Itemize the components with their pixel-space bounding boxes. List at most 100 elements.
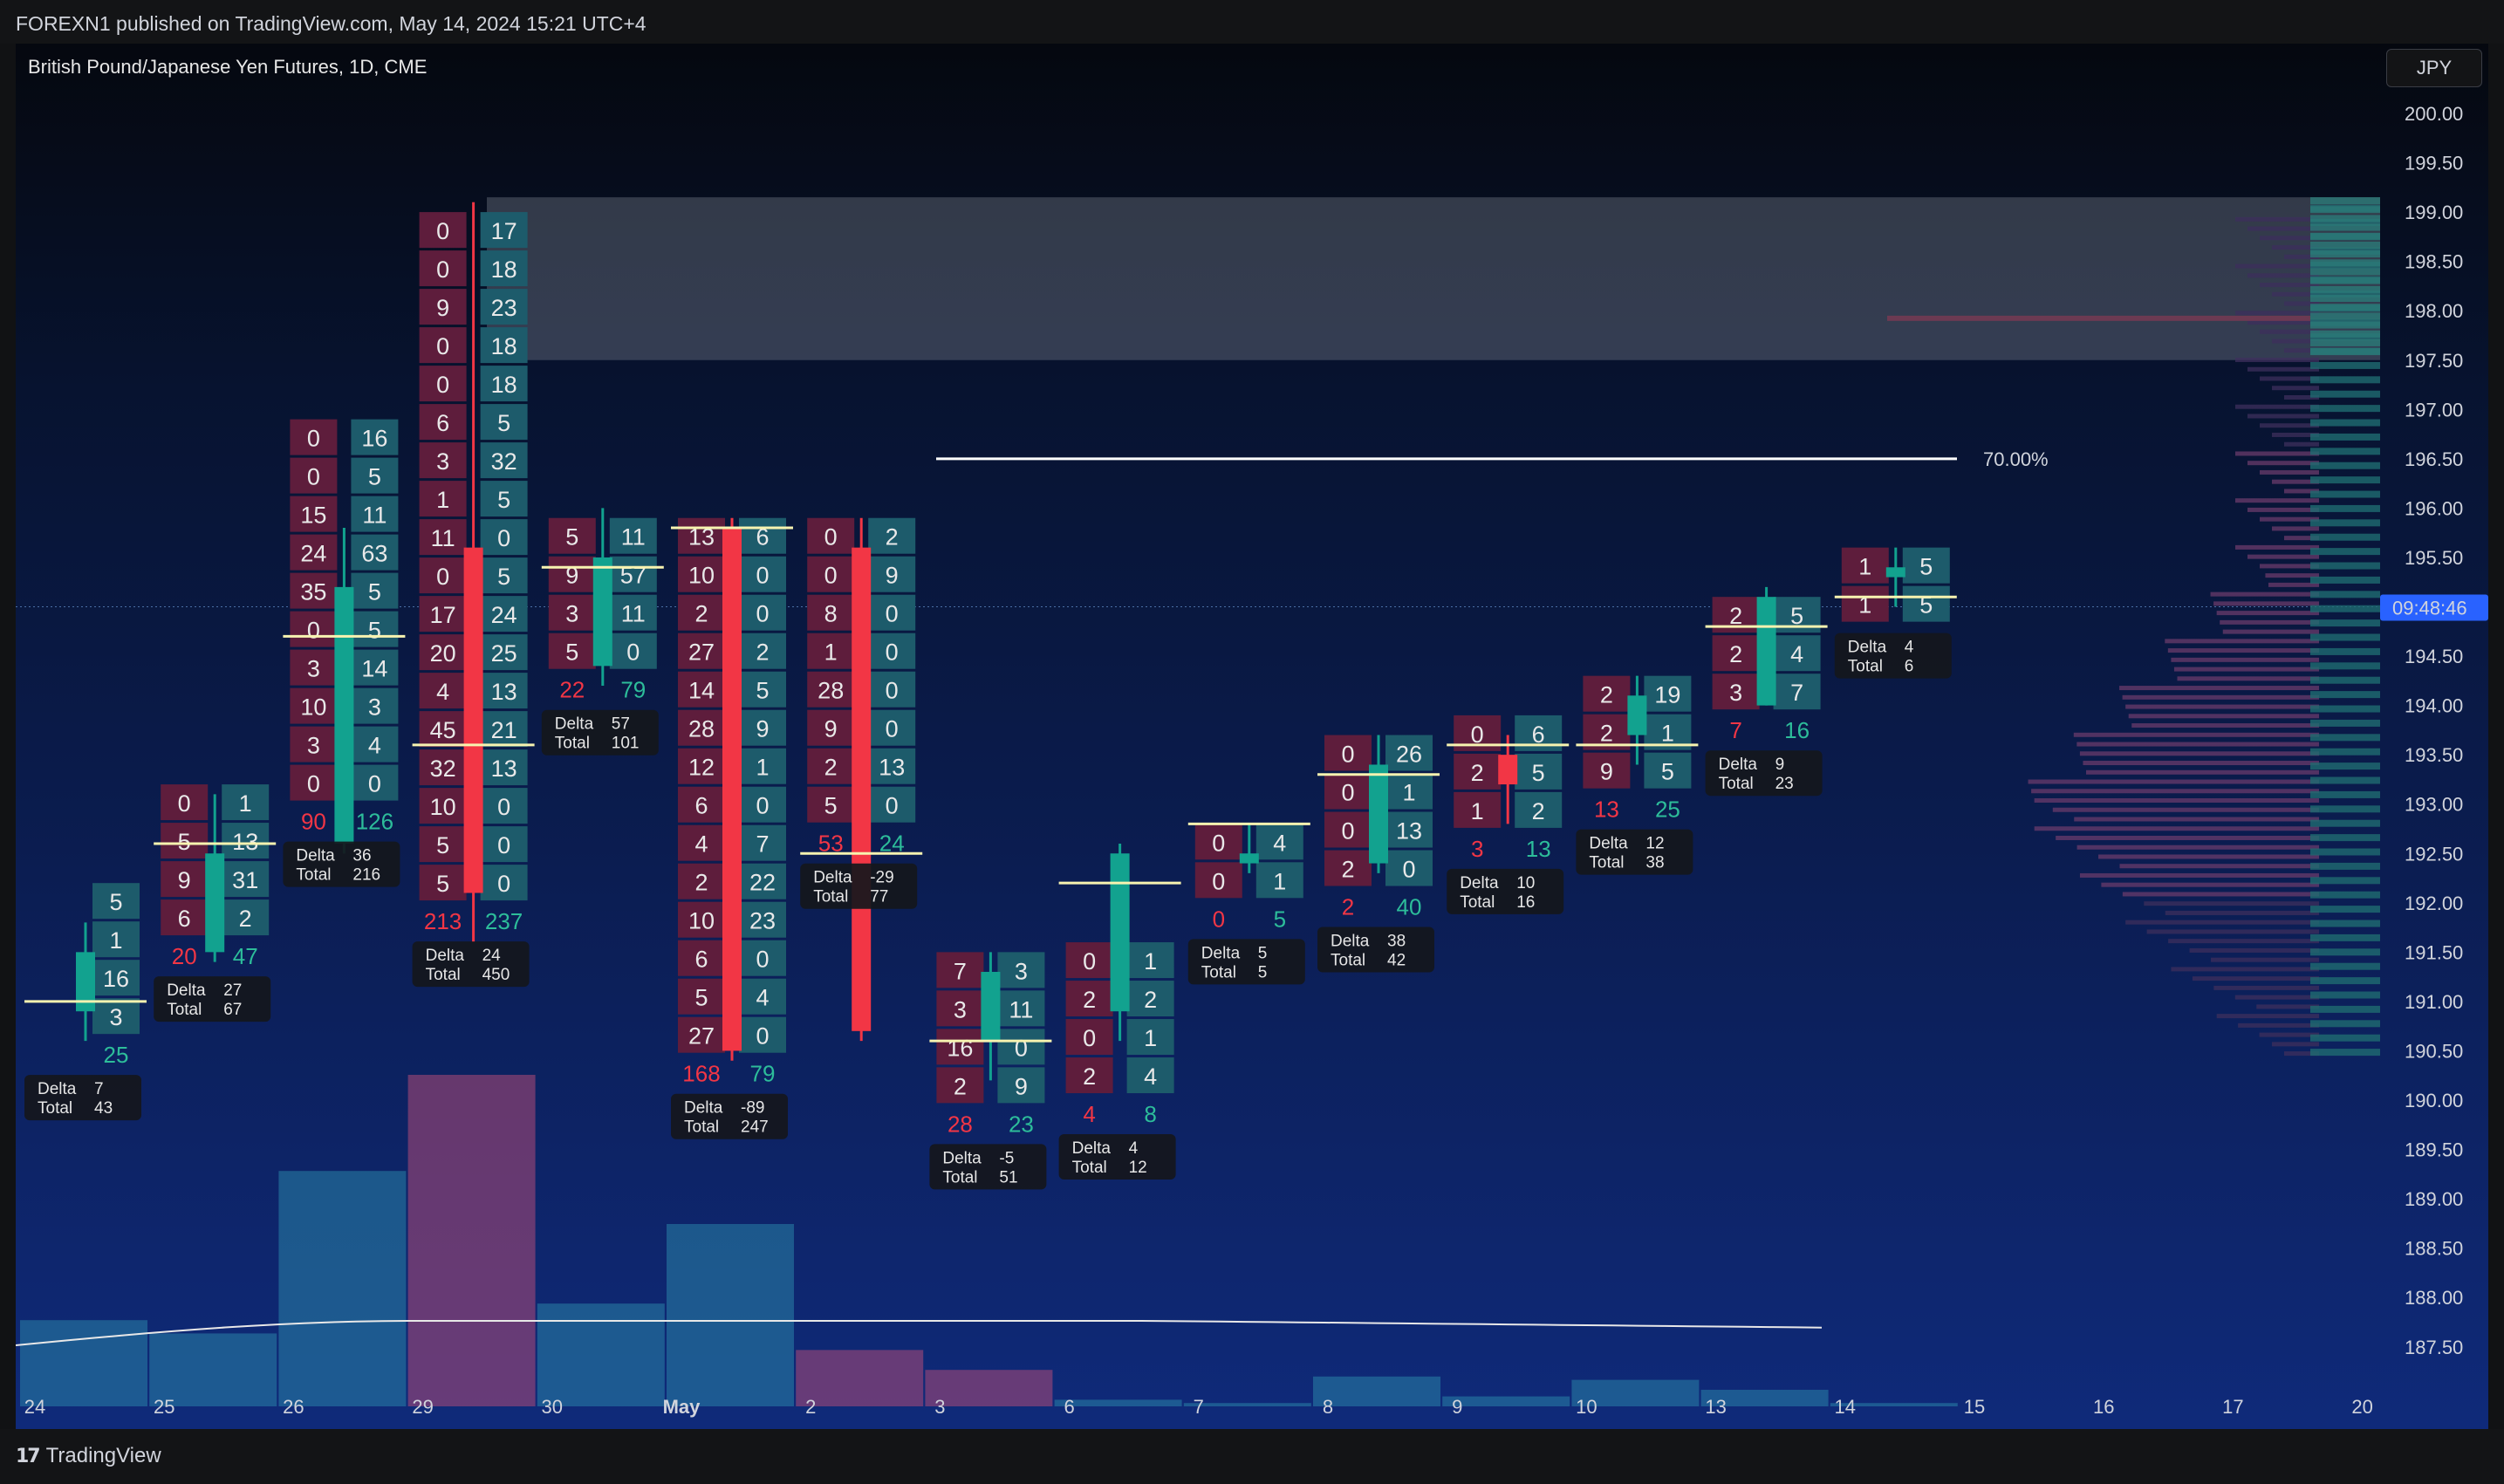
footprint-sell-cell <box>419 327 467 364</box>
footprint-sell-cell <box>678 940 725 976</box>
footprint-sell-cell <box>678 863 725 899</box>
footprint-buy-cell <box>868 709 916 746</box>
volume-profile-bar <box>2171 967 2319 972</box>
footprint-buy-cell <box>480 865 528 901</box>
volume-profile-bar <box>2101 882 2319 887</box>
footprint-buy-value: 32 <box>491 448 517 475</box>
volume-profile-bar <box>2165 910 2319 915</box>
footprint-sell-cell <box>419 250 467 287</box>
delta-value: 24 <box>482 947 502 965</box>
x-axis-tick: 20 <box>2351 1396 2372 1418</box>
volume-profile-bar <box>2192 976 2319 981</box>
volume-bar <box>1054 1399 1182 1406</box>
tradingview-logo[interactable]: 17 TradingView <box>16 1444 161 1468</box>
volume-profile-bar <box>2310 676 2380 684</box>
x-axis-tick: 6 <box>1064 1396 1074 1418</box>
footprint-sell-cell <box>1065 1019 1113 1056</box>
currency-button[interactable]: JPY <box>2386 49 2482 87</box>
volume-profile-bar <box>2310 376 2380 384</box>
volume-profile-bar <box>2189 947 2319 953</box>
footprint-buy-value: 3 <box>109 1004 122 1030</box>
volume-profile-bar <box>2216 611 2319 616</box>
footprint-sell-value: 0 <box>307 771 320 797</box>
footprint-sell-value: 0 <box>436 333 449 359</box>
volume-bar <box>796 1350 924 1406</box>
footprint-sell-cell <box>1583 752 1631 789</box>
chart-pane[interactable]: 70.00% 5 1 16 3 25 Delta 7 Total 43 0 1 5 13 9 31 6 2 20 47… <box>16 44 2488 1429</box>
volume-profile-bar <box>2165 639 2319 644</box>
footprint-buy-cell <box>739 863 786 899</box>
volume-profile-bar <box>2310 619 2380 627</box>
footprint-buy-cell <box>351 726 399 763</box>
footprint-sell-cell <box>807 671 855 708</box>
footprint-sell-cell <box>161 861 209 898</box>
total-value: 38 <box>1645 854 1664 872</box>
footprint-sell-value: 16 <box>947 1035 973 1061</box>
footprint-sell-value: 5 <box>565 524 578 551</box>
delta-label: Delta <box>555 715 594 734</box>
volume-profile-bar <box>2310 991 2380 999</box>
footprint-buy-cell <box>1773 635 1821 672</box>
footprint-sell-cell <box>1841 585 1889 622</box>
volume-profile-bar <box>2256 1004 2319 1009</box>
footprint-sell-value: 0 <box>436 218 449 244</box>
x-axis-tick: 2 <box>805 1396 816 1418</box>
candle-body <box>592 557 612 667</box>
footprint-buy-value: 21 <box>491 717 517 743</box>
footprint-buy-value: 13 <box>1396 818 1422 845</box>
volume-profile-bar <box>2284 394 2319 400</box>
y-axis-tick: 188.00 <box>2405 1287 2463 1309</box>
footprint-sell-value: 2 <box>1600 721 1613 747</box>
footprint-sell-value: 0 <box>307 618 320 644</box>
volume-profile-bar <box>2310 241 2380 249</box>
delta-total-box <box>154 976 271 1022</box>
delta-value: 10 <box>1516 874 1535 892</box>
footprint-buy-cell <box>480 788 528 824</box>
footprint-buy-value: 0 <box>1402 857 1415 883</box>
footprint-sell-value: 2 <box>954 1073 967 1099</box>
volume-profile-bar <box>2284 301 2319 306</box>
delta-value: 4 <box>1129 1139 1139 1158</box>
footprint-buy-value: 2 <box>886 524 899 551</box>
x-axis-tick: 25 <box>154 1396 174 1418</box>
delta-value: 57 <box>612 715 630 734</box>
footprint-buy-value: 0 <box>497 794 510 820</box>
volume-profile-bar <box>2272 291 2319 297</box>
volume-profile-bar <box>2310 1049 2380 1057</box>
volume-profile-bar <box>2079 872 2319 878</box>
volume-profile-bar <box>2173 667 2319 672</box>
footprint-sell-cell <box>419 826 467 863</box>
footprint-sell-cell <box>1324 811 1372 848</box>
footprint-sell-value: 6 <box>178 906 191 932</box>
volume-profile-bar <box>2247 461 2319 466</box>
footprint-sell-cell <box>290 611 338 647</box>
volume-profile-bar <box>2098 854 2319 859</box>
volume-profile-bar <box>2310 330 2380 338</box>
volume-profile-bar <box>2284 489 2319 494</box>
footprint-buy-cell <box>739 940 786 976</box>
volume-profile-bar <box>2310 805 2380 813</box>
volume-profile-bar <box>2310 662 2380 670</box>
footprint-buy-cell <box>1385 773 1433 810</box>
footprint-sell-value: 10 <box>688 908 715 934</box>
footprint-buy-value: 26 <box>1396 742 1422 768</box>
footprint-buy-value: 0 <box>886 678 899 704</box>
footprint-sell-cell <box>419 673 467 709</box>
footprint-buy-value: 0 <box>886 793 899 819</box>
footprint-sell-value: 0 <box>178 790 191 817</box>
y-axis-tick: 193.00 <box>2405 794 2463 816</box>
candle-body <box>205 853 225 953</box>
delta-total-box <box>1058 1134 1176 1180</box>
footprint-sell-cell <box>419 557 467 594</box>
y-axis-tick: 197.50 <box>2405 350 2463 372</box>
footprint-sell-cell <box>419 865 467 901</box>
volume-profile-bar <box>2247 507 2319 512</box>
tradingview-brand-text: TradingView <box>45 1444 161 1467</box>
footprint-buy-cell <box>1515 791 1563 828</box>
tradingview-logo-icon: 17 <box>16 1445 41 1467</box>
delta-label: Delta <box>1331 933 1370 951</box>
footprint-sell-cell <box>678 978 725 1015</box>
footprint-buy-cell <box>92 883 140 920</box>
footprint-buy-value: 4 <box>756 985 769 1011</box>
